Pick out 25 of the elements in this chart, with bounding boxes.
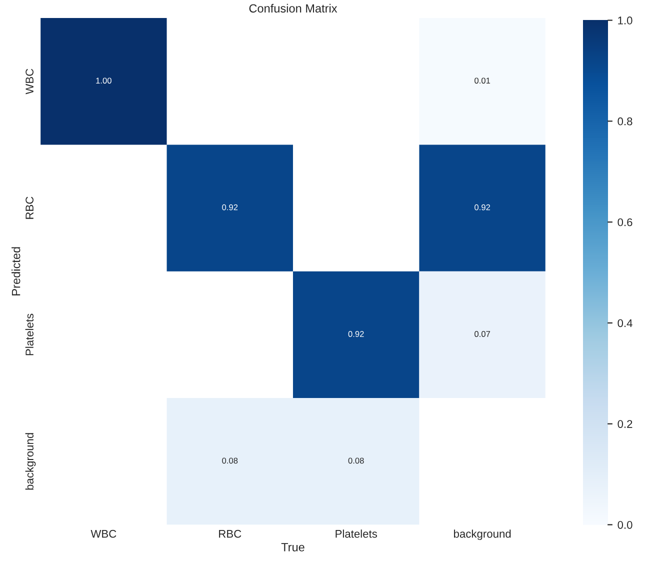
data-label: 1.00: [96, 78, 112, 84]
y-tick-label: WBC: [26, 68, 34, 94]
color-bar-label: 0.6: [618, 218, 632, 226]
x-tick-label: WBC: [90, 530, 116, 538]
data-label: 0.08: [348, 458, 364, 464]
chart-title: Confusion Matrix: [249, 4, 338, 13]
color-bar-label: 0.2: [618, 420, 632, 428]
x-axis-title: True: [281, 543, 304, 552]
color-bar-label: 1.0: [618, 16, 632, 24]
data-label: 0.08: [222, 458, 238, 464]
color-bar-label: 0.4: [618, 319, 632, 328]
data-label: 0.01: [474, 78, 490, 84]
color-bar-label: 0.8: [618, 117, 632, 126]
y-tick-label: Platelets: [25, 314, 34, 356]
color-bar-label: 0.0: [618, 520, 632, 529]
data-label: 0.92: [222, 204, 238, 210]
x-tick-label: background: [454, 530, 511, 540]
data-label: 0.92: [348, 331, 364, 337]
y-axis-title: Predicted: [12, 247, 20, 296]
data-label: 0.92: [474, 204, 490, 210]
x-tick-label: RBC: [219, 530, 242, 538]
x-tick-label: Platelets: [336, 530, 378, 538]
y-tick-label: background: [25, 433, 36, 490]
data-label: 0.07: [474, 331, 490, 337]
y-tick-label: RBC: [26, 196, 34, 219]
